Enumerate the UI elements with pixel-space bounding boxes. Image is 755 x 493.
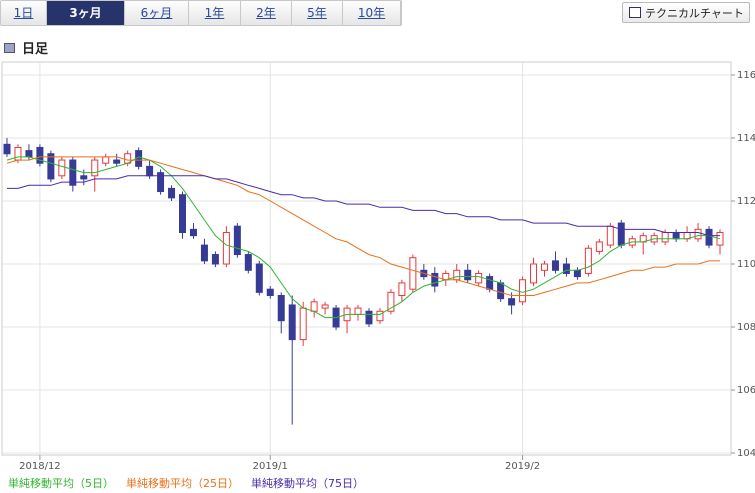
- candle-body: [453, 269, 461, 281]
- candle-body: [244, 254, 252, 271]
- candle-body: [211, 254, 219, 265]
- candle-body: [694, 228, 702, 240]
- candle-body: [266, 288, 274, 297]
- ma-line: [7, 175, 720, 237]
- candle-body: [497, 282, 505, 300]
- y-tick-label: 116: [737, 70, 755, 81]
- candle-body: [409, 257, 417, 290]
- period-tab[interactable]: 1日: [1, 1, 47, 25]
- candle-body: [540, 263, 548, 271]
- legend-label: 単純移動平均（5日）: [8, 476, 114, 490]
- candle-body: [36, 146, 44, 164]
- candle-body: [530, 263, 538, 284]
- candle-body: [562, 263, 570, 274]
- candle-body: [69, 159, 77, 186]
- button-icon: [629, 7, 641, 18]
- period-tab[interactable]: 10年: [343, 1, 401, 25]
- candle-body: [398, 282, 406, 296]
- candle-body: [200, 244, 208, 262]
- candle-body: [157, 172, 165, 193]
- plot-frame: [1, 61, 732, 456]
- y-tick-label: 112: [737, 196, 755, 207]
- candle-body: [672, 232, 680, 240]
- candle-body: [310, 301, 318, 312]
- ma-line: [6, 156, 720, 296]
- candle-body: [705, 228, 713, 246]
- period-tab[interactable]: 3ヶ月: [47, 1, 125, 25]
- candle-body: [222, 232, 230, 265]
- candle-body: [277, 295, 285, 322]
- section-icon: [4, 43, 15, 53]
- period-tabs: 1日 3ヶ月 6ヶ月 1年 2年 5年 10年: [0, 0, 402, 26]
- period-tab[interactable]: 6ヶ月: [125, 1, 189, 25]
- section-title: 日足: [22, 42, 49, 57]
- candle-body: [233, 225, 241, 256]
- candle-body: [573, 269, 581, 278]
- candle-body: [606, 225, 614, 246]
- candle-body: [288, 304, 296, 341]
- legend-label: 単純移動平均（75日）: [251, 476, 364, 490]
- candle-body: [179, 194, 187, 233]
- y-tick-label: 114: [737, 133, 755, 144]
- ma-line: [6, 156, 721, 319]
- period-tab[interactable]: 1年: [189, 1, 241, 25]
- y-tick-label: 104: [737, 448, 755, 459]
- candle-body: [102, 156, 110, 164]
- candle-body: [595, 241, 603, 252]
- candle-body: [299, 307, 307, 341]
- candle-body: [113, 159, 121, 164]
- candle-body: [189, 228, 197, 237]
- x-tick-label: 2019/2: [505, 461, 540, 472]
- x-tick-label: 2019/1: [253, 461, 288, 472]
- candle-body: [661, 232, 669, 243]
- candle-body: [508, 298, 516, 306]
- candle-body: [321, 304, 329, 309]
- candle-body: [91, 159, 99, 177]
- x-tick-label: 2018/12: [19, 461, 61, 472]
- button-label: テクニカルチャート: [645, 7, 744, 20]
- technical-chart-button[interactable]: テクニカルチャート: [622, 2, 750, 23]
- candle-body: [475, 272, 483, 284]
- candle-body: [376, 310, 384, 322]
- y-tick-label: 110: [737, 259, 755, 270]
- candle-body: [365, 310, 373, 325]
- candle-body: [519, 279, 527, 303]
- candle-body: [387, 291, 395, 312]
- period-tab[interactable]: 5年: [292, 1, 343, 25]
- candle-body: [47, 153, 55, 180]
- candle-body: [486, 276, 494, 290]
- candle-body: [3, 143, 11, 155]
- candle-body: [58, 159, 66, 177]
- candle-body: [464, 269, 472, 281]
- legend-label: 単純移動平均（25日）: [126, 476, 239, 490]
- period-tab[interactable]: 2年: [241, 1, 292, 25]
- candle-body: [255, 263, 263, 293]
- candle-body: [431, 272, 439, 287]
- candle-body: [617, 222, 625, 246]
- y-tick-label: 108: [737, 322, 755, 333]
- candle-body: [584, 247, 592, 274]
- candle-body: [25, 150, 33, 158]
- candle-body: [146, 165, 154, 177]
- candle-body: [354, 307, 362, 315]
- candle-body: [80, 175, 88, 180]
- candle-body: [551, 260, 559, 271]
- candle-body: [168, 187, 176, 199]
- section-header: 日足: [4, 38, 48, 57]
- y-tick-label: 106: [737, 385, 755, 396]
- candle-body: [14, 146, 22, 161]
